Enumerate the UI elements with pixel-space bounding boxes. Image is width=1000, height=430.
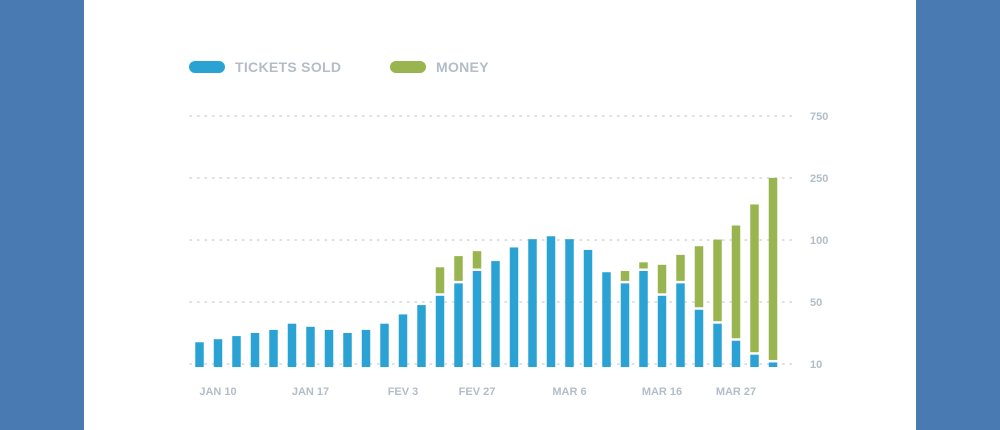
legend-item-tickets-sold: TICKETS SOLD — [189, 60, 341, 74]
bar-money — [620, 271, 630, 281]
bar-tickets-sold — [454, 283, 463, 367]
bar-tickets-sold — [324, 329, 334, 367]
bar-money — [731, 225, 741, 339]
bar-tickets-sold — [620, 283, 630, 367]
x-tick-label: MAR 16 — [642, 386, 682, 398]
bar-tickets-sold — [528, 239, 537, 367]
bar-money — [454, 256, 463, 281]
legend-label-tickets-sold: TICKETS SOLD — [235, 59, 342, 75]
bar-tickets-sold — [694, 309, 704, 367]
bar-money — [472, 251, 482, 269]
bar-tickets-sold — [343, 333, 352, 367]
legend-label-money: MONEY — [436, 59, 489, 75]
bar-tickets-sold — [602, 272, 611, 367]
y-tick-label: 10 — [810, 359, 822, 371]
bar-tickets-sold — [380, 323, 389, 367]
bar-tickets-sold — [472, 271, 482, 367]
y-tick-label: 100 — [810, 235, 828, 247]
x-tick-label: FEV 3 — [388, 386, 419, 398]
bar-tickets-sold — [676, 283, 685, 367]
bar-tickets-sold — [287, 323, 297, 367]
bar-tickets-sold — [417, 305, 426, 367]
bar-money — [750, 204, 759, 353]
bar-tickets-sold — [195, 342, 204, 367]
bar-tickets-sold — [583, 249, 593, 367]
legend-item-money: MONEY — [390, 60, 489, 74]
bar-money — [639, 262, 648, 269]
x-tick-label: FEV 27 — [459, 386, 496, 398]
y-tick-label: 50 — [810, 297, 822, 309]
x-tick-label: MAR 6 — [552, 386, 586, 398]
bar-money — [694, 246, 704, 308]
bar-tickets-sold — [639, 271, 648, 367]
bar-money — [713, 239, 722, 322]
bar-tickets-sold — [657, 295, 667, 367]
legend-swatch-money — [390, 61, 426, 73]
bar-tickets-sold — [546, 236, 556, 367]
bar-tickets-sold — [565, 239, 574, 367]
bar-tickets-sold — [306, 326, 315, 367]
x-tick-label: JAN 17 — [292, 386, 329, 398]
bar-tickets-sold — [768, 362, 778, 367]
x-tick-label: MAR 27 — [716, 386, 756, 398]
bar-tickets-sold — [491, 261, 500, 367]
y-tick-label: 250 — [810, 173, 828, 185]
bar-chart: 10 50 100 250 750 JAN 10 JAN 17 FEV 3 FEV 27 MAR … — [189, 111, 828, 398]
bar-tickets-sold — [361, 329, 371, 367]
bar-tickets-sold — [213, 339, 223, 367]
chart-card: TICKETS SOLD MONEY 10 50 100 250 750 JAN 10 JA… — [84, 0, 916, 430]
bar-tickets-sold — [250, 333, 260, 367]
bar-money — [676, 254, 685, 281]
bar-tickets-sold — [269, 329, 278, 367]
bar-tickets-sold — [435, 295, 445, 367]
bar-money — [435, 267, 445, 294]
legend-swatch-tickets-sold — [189, 61, 225, 73]
bar-tickets-sold — [232, 336, 241, 367]
bar-money — [657, 264, 667, 294]
bar-tickets-sold — [731, 340, 741, 367]
bar-money — [768, 177, 778, 360]
x-tick-label: JAN 10 — [199, 386, 236, 398]
y-tick-label: 750 — [810, 111, 828, 123]
bar-tickets-sold — [509, 247, 519, 367]
bar-tickets-sold — [398, 314, 408, 367]
bar-tickets-sold — [713, 323, 722, 367]
bar-tickets-sold — [750, 354, 759, 367]
